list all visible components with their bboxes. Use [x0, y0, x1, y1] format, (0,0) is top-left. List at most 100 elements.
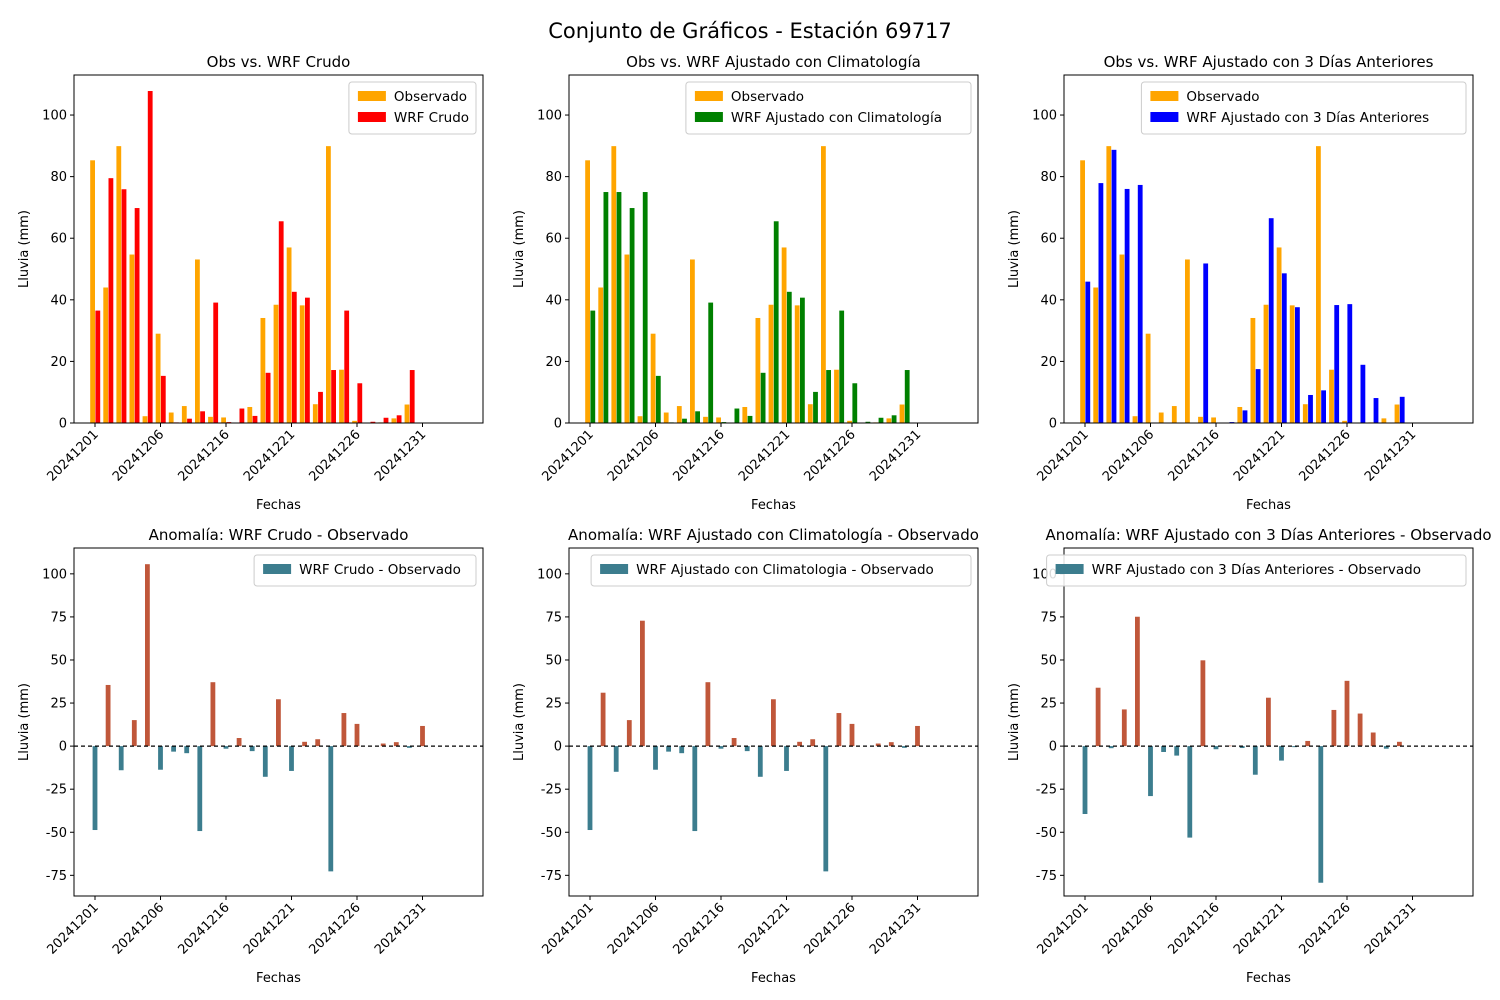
x-tick-label: 20241216 [670, 427, 727, 484]
x-axis-label: Fechas [751, 498, 796, 513]
bar-observed-8 [1185, 259, 1190, 423]
bar-model-11 [1226, 745, 1232, 747]
bar-model-2 [616, 192, 622, 423]
bar-model-8 [695, 411, 700, 423]
bar-model-1 [1095, 687, 1101, 747]
bar-model-19 [839, 310, 845, 423]
x-tick-label: 20241221 [241, 427, 298, 484]
y-tick-label: 0 [59, 417, 67, 432]
bar-observed-6 [1158, 412, 1164, 423]
legend-swatch [1150, 91, 1179, 101]
x-tick-label: 20241206 [605, 900, 662, 957]
bar-model-7 [682, 418, 687, 423]
bar-observed-2 [1106, 146, 1112, 423]
bar-model-15 [289, 746, 294, 771]
legend: Observado WRF Ajustado con 3 Días Anterio… [1140, 81, 1467, 135]
bar-model-22 [1370, 732, 1376, 747]
plot-frame [1063, 547, 1474, 897]
y-tick-label: -50 [46, 826, 67, 841]
bar-model-2 [1111, 149, 1117, 423]
y-tick-label: 100 [537, 567, 562, 582]
x-tick-label: 20241231 [372, 900, 429, 957]
bar-observed-8 [690, 259, 695, 423]
legend-label: WRF Crudo - Observado [299, 562, 461, 578]
bar-model-23 [1383, 746, 1389, 749]
bar-observed-18 [1316, 146, 1321, 423]
bar-observed-12 [1237, 406, 1243, 423]
bar-observed-13 [260, 317, 266, 423]
bar-model-9 [705, 682, 711, 747]
legend-label: WRF Ajustado con 3 Días Anteriores [1186, 110, 1429, 126]
bar-observed-16 [794, 305, 800, 423]
bar-observed-16 [1289, 305, 1295, 423]
x-tick-label: 20241221 [1231, 900, 1288, 957]
bar-observed-14 [768, 304, 774, 423]
bar-model-15 [1281, 273, 1287, 423]
x-tick-label: 20241216 [1165, 900, 1222, 957]
bar-observed-15 [286, 247, 292, 423]
legend-swatch [1150, 112, 1179, 122]
bar-observed-9 [703, 416, 708, 423]
legend-label: Observado [731, 89, 804, 105]
bar-observed-3 [129, 254, 135, 423]
bar-model-1 [1098, 183, 1104, 423]
y-tick-label: -25 [1036, 783, 1057, 798]
x-tick-label: 20241221 [1231, 427, 1288, 484]
y-tick-label: 25 [545, 697, 562, 712]
bar-model-1 [105, 684, 111, 747]
x-tick-label: 20241206 [1100, 900, 1157, 957]
bar-model-17 [810, 739, 816, 747]
subplot-2: Obs vs. WRF Ajustado con Climatología020… [512, 53, 979, 513]
y-tick-label: 100 [42, 567, 67, 582]
bar-observed-13 [755, 317, 761, 423]
bar-model-5 [1148, 746, 1153, 797]
bar-observed-7 [1171, 406, 1177, 423]
bar-model-25 [915, 725, 920, 747]
bar-model-23 [888, 742, 894, 747]
x-tick-label: 20241216 [670, 900, 727, 957]
x-tick-label: 20241226 [306, 427, 363, 484]
y-tick-label: 25 [1040, 697, 1057, 712]
legend: Observado WRF Crudo [348, 81, 477, 135]
bar-model-6 [666, 746, 671, 752]
x-axis-label: Fechas [1246, 498, 1291, 513]
legend-swatch [694, 112, 723, 122]
y-tick-label: 0 [1049, 740, 1057, 755]
legend-label: WRF Ajustado con 3 Días Anteriores - Obs… [1092, 562, 1421, 578]
bar-model-9 [213, 302, 219, 423]
bar-observed-12 [742, 406, 748, 423]
x-tick-label: 20241231 [1362, 427, 1419, 484]
bar-observed-9 [1198, 416, 1203, 423]
bar-observed-4 [637, 416, 643, 423]
bar-observed-23 [1381, 418, 1387, 423]
y-tick-label: 60 [545, 232, 562, 247]
bar-model-17 [813, 391, 818, 423]
bar-observed-10 [716, 417, 721, 423]
bar-model-24 [902, 746, 907, 748]
subplot-title: Anomalía: WRF Ajustado con Climatología … [568, 526, 979, 544]
y-axis-label: Lluvia (mm) [1007, 210, 1022, 288]
bar-model-17 [318, 391, 323, 423]
bar-observed-3 [1119, 254, 1125, 423]
bar-model-22 [1373, 398, 1379, 423]
bar-model-22 [383, 417, 389, 423]
bar-model-4 [1137, 184, 1143, 423]
bar-model-7 [187, 418, 192, 423]
bar-observed-0 [90, 160, 95, 423]
bar-model-20 [1347, 304, 1353, 423]
bar-model-19 [1331, 709, 1337, 747]
bar-model-14 [1268, 218, 1274, 423]
bar-model-21 [1360, 364, 1366, 423]
bar-model-8 [692, 746, 698, 832]
legend: WRF Ajustado con 3 Días Anteriores - Obs… [1046, 554, 1467, 587]
bar-observed-0 [585, 160, 590, 423]
bar-model-10 [718, 746, 724, 749]
subplot-5: Anomalía: WRF Ajustado con Climatología … [512, 526, 979, 986]
y-tick-label: 50 [1040, 653, 1057, 668]
bar-observed-10 [221, 417, 226, 423]
bar-model-15 [1279, 746, 1284, 761]
bar-observed-17 [1302, 404, 1308, 423]
bar-observed-23 [886, 418, 892, 423]
legend-label: WRF Crudo [394, 110, 469, 126]
bar-observed-10 [1211, 417, 1216, 423]
